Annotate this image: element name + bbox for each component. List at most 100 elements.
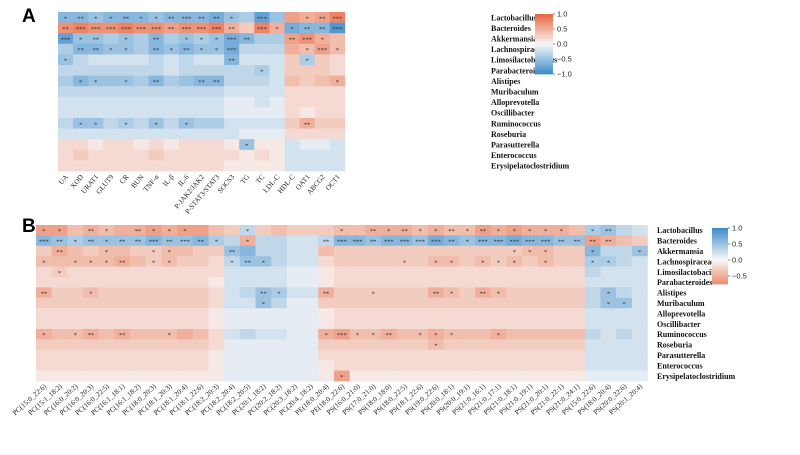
heatmap-cell	[299, 12, 315, 23]
heatmap-cell	[209, 149, 225, 161]
significance-mark: **	[323, 291, 330, 298]
heatmap-cell	[224, 96, 240, 108]
heatmap-cell	[314, 107, 331, 119]
heatmap-cell	[133, 149, 149, 161]
significance-mark: *	[513, 228, 516, 235]
heatmap-cell	[522, 277, 539, 288]
heatmap-cell	[333, 256, 350, 267]
heatmap-cell	[443, 235, 460, 247]
colorbar-tick-label: 0.5	[732, 240, 742, 249]
heatmap-cell	[98, 277, 115, 288]
colorbar-tick-label: 1.0	[732, 224, 742, 233]
significance-mark: **	[198, 15, 205, 22]
heatmap-cell	[239, 65, 255, 76]
heatmap-cell	[286, 339, 303, 351]
heatmap-cell	[148, 43, 164, 55]
heatmap-cell	[553, 297, 570, 309]
heatmap-cell	[329, 160, 346, 172]
heatmap-cell	[537, 370, 554, 382]
heatmap-cell	[73, 33, 89, 45]
heatmap-cell	[318, 318, 335, 330]
significance-mark: *	[79, 121, 82, 128]
heatmap-cell	[271, 318, 288, 330]
heatmap-cell	[616, 245, 633, 257]
heatmap-cell	[208, 225, 225, 236]
heatmap-cell	[224, 256, 241, 267]
heatmap-cell	[83, 360, 100, 371]
significance-mark: *	[230, 259, 233, 266]
heatmap-cell	[584, 277, 601, 288]
colorbar-segment	[712, 278, 728, 281]
heatmap-cell	[161, 287, 178, 299]
heatmap-cell	[284, 86, 300, 98]
heatmap-cell	[459, 308, 476, 319]
heatmap-cell	[314, 160, 331, 172]
heatmap-cell	[103, 54, 119, 66]
heatmap-cell	[145, 287, 162, 299]
heatmap-cell	[631, 329, 648, 340]
heatmap-cell	[616, 339, 633, 351]
heatmap-cell	[284, 118, 300, 129]
significance-mark: **	[88, 228, 95, 235]
significance-mark: **	[88, 332, 95, 339]
heatmap-panel-a: * ** * * ** * * ** *** ** ** * *** * ** ***** *** *** *** *…	[57, 10, 572, 216]
heatmap-cell	[193, 22, 210, 34]
colorbar-segment	[712, 272, 728, 275]
heatmap-cell	[148, 75, 164, 87]
heatmap-cell	[269, 107, 285, 119]
significance-mark: **	[56, 249, 63, 256]
heatmap-cell	[365, 339, 382, 351]
heatmap-cell	[145, 225, 162, 236]
heatmap-cell	[569, 245, 586, 257]
heatmap-cell	[475, 277, 492, 288]
heatmap-cell	[192, 308, 209, 319]
heatmap-cell	[380, 370, 397, 382]
heatmap-cell	[490, 308, 507, 319]
heatmap-cell	[428, 329, 444, 340]
heatmap-cell	[224, 225, 241, 236]
heatmap-cell	[631, 318, 648, 330]
significance-mark: *	[94, 121, 97, 128]
heatmap-cell	[148, 160, 164, 172]
heatmap-cell	[569, 287, 586, 299]
significance-mark: *	[336, 79, 339, 86]
heatmap-cell	[329, 12, 346, 23]
heatmap-cell	[522, 308, 539, 319]
heatmap-cell	[192, 297, 209, 309]
heatmap-cell	[133, 118, 149, 129]
significance-mark: **	[88, 239, 95, 246]
heatmap-cell	[36, 297, 52, 309]
heatmap-cell	[254, 149, 270, 161]
heatmap-cell	[163, 75, 180, 87]
colorbar-segment	[712, 242, 728, 244]
significance-mark: ***	[302, 37, 312, 44]
heatmap-cell	[314, 12, 331, 23]
significance-mark: ***	[39, 239, 49, 246]
heatmap-cell	[161, 308, 178, 319]
row-label: Roseburia	[491, 130, 526, 139]
significance-mark: **	[228, 26, 235, 33]
heatmap-cell	[239, 33, 255, 45]
heatmap-cell	[73, 54, 89, 66]
heatmap-cell	[178, 128, 195, 140]
heatmap-cell	[192, 339, 209, 351]
heatmap-cell	[133, 33, 149, 45]
heatmap-cell	[349, 287, 366, 299]
heatmap-cell	[177, 329, 194, 340]
heatmap-cell	[600, 370, 617, 382]
heatmap-cell	[193, 65, 210, 76]
significance-mark: *	[200, 37, 203, 44]
heatmap-cell	[255, 370, 272, 382]
heatmap-cell	[163, 33, 180, 45]
heatmap-cell	[239, 160, 255, 172]
heatmap-cell	[193, 149, 210, 161]
heatmap-cell	[365, 297, 382, 309]
heatmap-cell	[537, 256, 554, 267]
heatmap-cell	[553, 349, 570, 361]
heatmap-cell	[192, 349, 209, 361]
heatmap-cell	[584, 297, 601, 309]
significance-mark: *	[105, 259, 108, 266]
heatmap-cell	[318, 225, 335, 236]
heatmap-cell	[36, 266, 52, 278]
heatmap-cell	[269, 118, 285, 129]
